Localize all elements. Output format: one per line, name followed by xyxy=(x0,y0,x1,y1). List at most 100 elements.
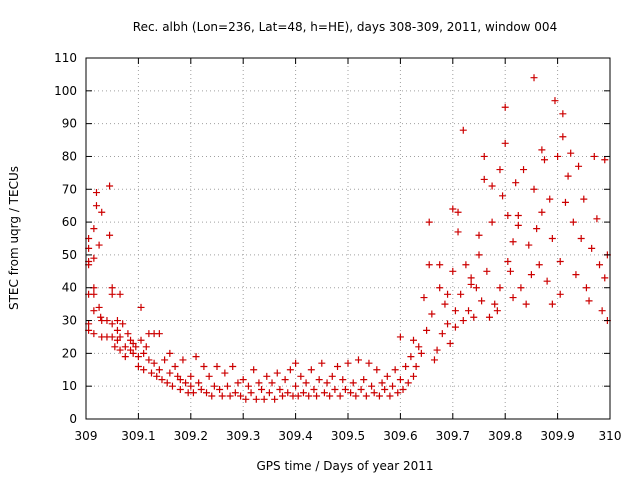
data-point xyxy=(530,185,538,193)
data-point xyxy=(577,235,585,242)
data-point xyxy=(90,254,98,262)
data-point xyxy=(556,257,564,265)
data-point xyxy=(166,349,174,357)
data-point xyxy=(509,238,517,246)
data-point xyxy=(457,290,465,298)
data-point xyxy=(148,369,155,377)
data-point xyxy=(307,366,315,374)
data-point xyxy=(373,366,381,374)
data-point xyxy=(517,284,525,292)
data-point xyxy=(113,317,121,325)
y-tick-label: 10 xyxy=(62,379,77,393)
data-point xyxy=(268,379,276,387)
data-point xyxy=(140,349,148,357)
data-point xyxy=(213,362,221,370)
data-point xyxy=(475,251,483,259)
x-tick-label: 309.2 xyxy=(174,429,208,443)
data-point xyxy=(551,97,559,105)
data-point xyxy=(344,359,352,367)
data-point xyxy=(396,376,404,384)
data-point xyxy=(572,271,580,279)
data-point xyxy=(423,326,431,334)
y-tick-label: 80 xyxy=(62,149,77,163)
data-point xyxy=(546,195,554,203)
x-tick-label: 309.7 xyxy=(436,429,470,443)
data-point xyxy=(226,392,234,400)
data-point xyxy=(410,372,417,380)
axis-ticks: 309 309.1 309.2 309.3 309.4 309.5 309.6 309.7 30… xyxy=(54,51,621,443)
data-point xyxy=(265,389,273,397)
data-point xyxy=(582,284,590,292)
data-point xyxy=(491,300,499,308)
data-point xyxy=(378,379,386,387)
data-point xyxy=(383,372,391,380)
y-tick-label: 0 xyxy=(69,412,77,426)
data-point xyxy=(137,303,145,311)
data-point xyxy=(179,356,187,364)
x-tick-label: 309.3 xyxy=(226,429,260,443)
data-point xyxy=(134,362,142,370)
data-point xyxy=(166,369,174,377)
data-point xyxy=(396,333,404,341)
data-point xyxy=(520,166,528,174)
data-point xyxy=(161,356,169,364)
data-point xyxy=(569,218,577,226)
data-point xyxy=(462,261,470,269)
data-point xyxy=(258,385,266,393)
data-point xyxy=(158,376,166,384)
data-point xyxy=(585,297,593,305)
data-point xyxy=(176,376,184,384)
data-point xyxy=(357,385,365,393)
data-point xyxy=(286,366,294,374)
data-point xyxy=(480,175,488,183)
data-points xyxy=(85,74,611,403)
x-tick-label: 309.4 xyxy=(278,429,312,443)
data-point xyxy=(310,385,318,393)
data-point xyxy=(208,392,216,400)
x-tick-label: 309.5 xyxy=(331,429,365,443)
data-point xyxy=(425,261,433,269)
data-point xyxy=(276,385,284,393)
data-point xyxy=(407,353,415,361)
data-point xyxy=(514,212,522,220)
x-tick-label: 309 xyxy=(75,429,98,443)
data-point xyxy=(501,139,509,147)
data-point xyxy=(168,382,176,390)
data-point xyxy=(522,300,530,308)
data-point xyxy=(475,231,483,239)
data-point xyxy=(171,362,179,370)
data-point xyxy=(451,323,459,331)
data-point xyxy=(284,389,292,397)
data-point xyxy=(137,336,145,344)
data-point xyxy=(334,362,342,370)
data-point xyxy=(478,297,486,305)
x-tick-label: 309.9 xyxy=(540,429,574,443)
data-point xyxy=(326,392,334,400)
data-point xyxy=(598,307,606,315)
data-point xyxy=(200,362,208,370)
data-point xyxy=(129,349,137,357)
data-point xyxy=(428,310,436,318)
data-point xyxy=(436,284,444,292)
data-point xyxy=(352,392,360,400)
data-point xyxy=(221,369,229,377)
y-tick-label: 20 xyxy=(62,346,77,360)
data-point xyxy=(108,290,116,298)
data-point xyxy=(399,385,407,393)
x-tick-label: 310 xyxy=(599,429,622,443)
data-point xyxy=(90,330,98,338)
data-point xyxy=(504,212,512,220)
data-point xyxy=(315,376,323,384)
data-point xyxy=(441,300,449,308)
data-point xyxy=(368,382,376,390)
data-point xyxy=(394,389,402,397)
data-point xyxy=(116,333,124,341)
data-point xyxy=(271,395,279,403)
data-point xyxy=(410,336,417,344)
data-point xyxy=(97,313,105,321)
y-tick-label: 40 xyxy=(62,281,77,295)
data-point xyxy=(263,372,271,380)
y-tick-label: 30 xyxy=(62,314,77,328)
data-point xyxy=(153,372,161,380)
data-point xyxy=(525,241,533,249)
